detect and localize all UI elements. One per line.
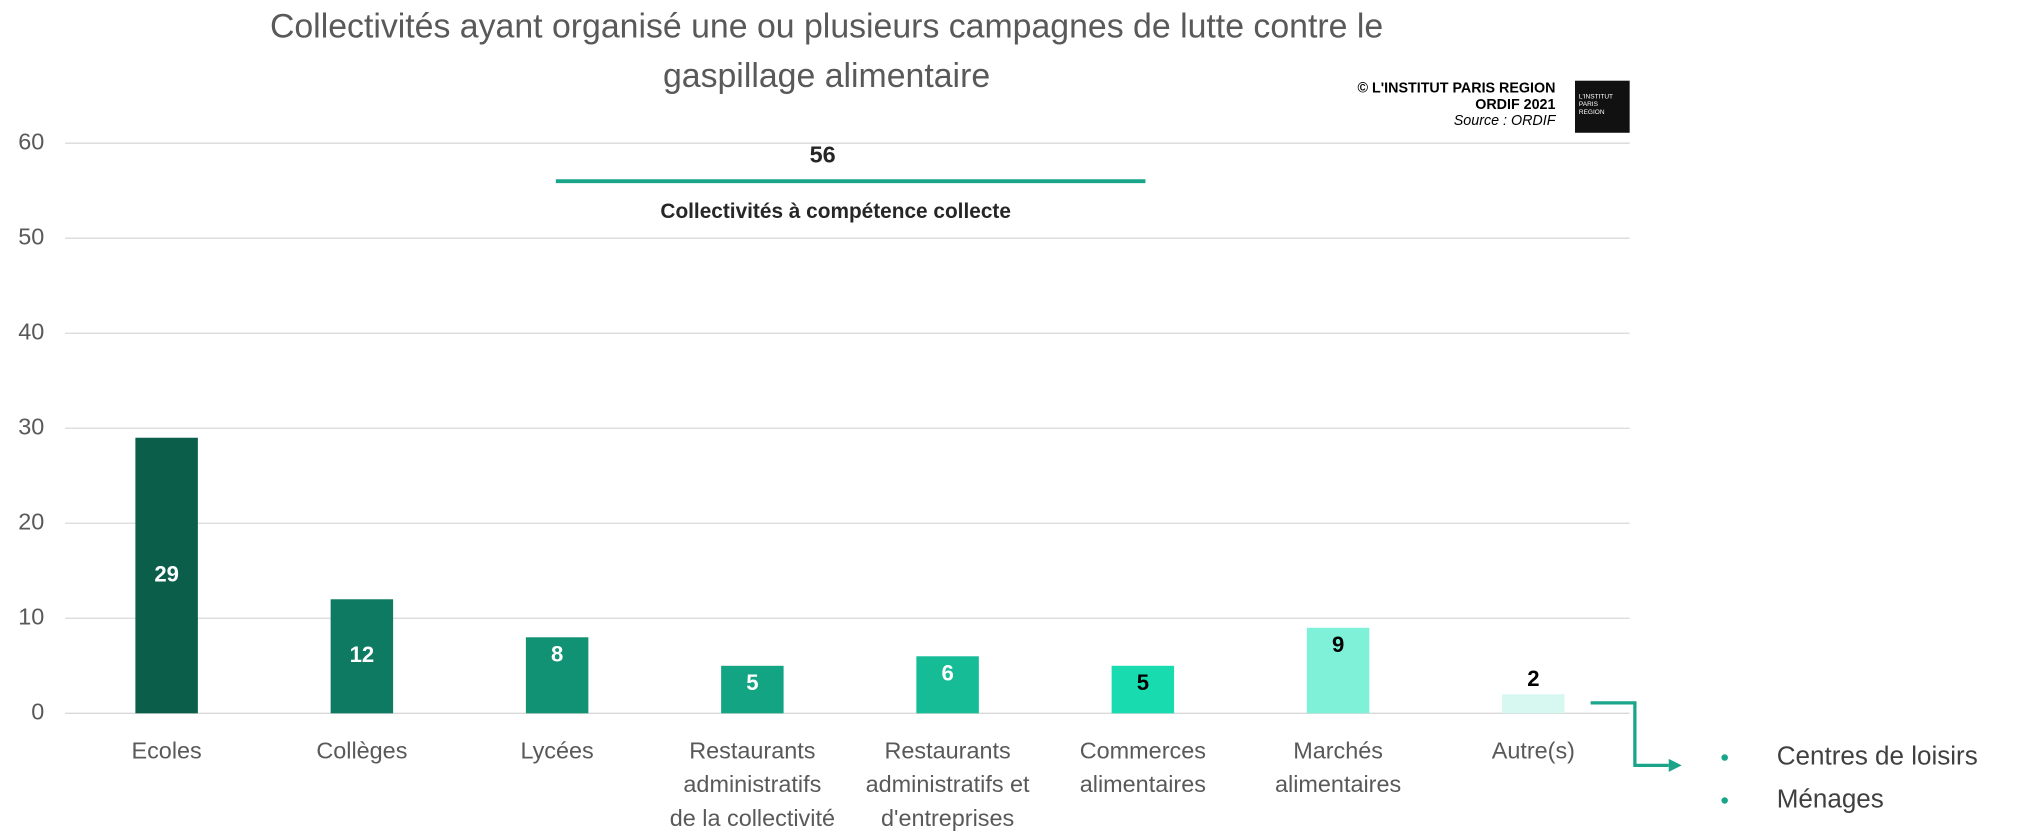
value-label: 5 — [746, 670, 758, 695]
bar — [1502, 694, 1565, 714]
y-tick-label: 0 — [31, 698, 44, 724]
bar — [1111, 665, 1175, 714]
connector — [1590, 701, 1669, 767]
x-tick-label: Marchés alimentaires — [1275, 738, 1401, 798]
x-tick-label: Collèges — [316, 738, 407, 764]
x-tick-label: Ecoles — [131, 738, 201, 764]
value-label: 5 — [1137, 670, 1149, 695]
y-tick-label: 30 — [18, 413, 44, 439]
bar — [330, 599, 394, 714]
value-label: 6 — [941, 660, 953, 685]
y-tick-label: 60 — [18, 128, 44, 154]
x-tick-label: Restaurants administratifs et d'entreprise… — [866, 738, 1030, 832]
arrow-head — [1668, 758, 1682, 772]
value-label: 12 — [350, 642, 375, 667]
value-label: 2 — [1527, 666, 1539, 691]
annotation: Ménages — [1777, 783, 1884, 813]
x-tick-label: Autre(s) — [1492, 738, 1575, 764]
y-tick-label: 50 — [18, 223, 44, 249]
annotation: Centres de loisirs — [1777, 740, 1978, 770]
bar — [916, 656, 979, 714]
reference-value: 56 — [810, 142, 836, 168]
logo-text: L'INSTITUT PARIS REGION — [1579, 93, 1613, 116]
bar — [135, 437, 198, 714]
bar — [721, 665, 784, 714]
y-tick-label: 20 — [18, 508, 44, 534]
chart-title: Collectivités ayant organisé une ou plus… — [270, 8, 1383, 95]
credit: © L'INSTITUT PARIS REGION — [1358, 80, 1556, 96]
bullet — [1721, 797, 1728, 804]
credit: Source : ORDIF — [1454, 113, 1557, 129]
value-label: 29 — [154, 561, 179, 586]
value-label: 8 — [551, 641, 563, 666]
bullet — [1721, 754, 1728, 761]
bar — [1306, 627, 1370, 714]
reference-label: Collectivités à compétence collecte — [660, 200, 1010, 223]
logo — [1574, 80, 1630, 133]
y-tick-label: 10 — [18, 603, 44, 629]
x-tick-label: Commerces alimentaires — [1080, 738, 1206, 798]
y-tick-label: 40 — [18, 318, 44, 344]
bar — [525, 637, 589, 714]
x-tick-label: Restaurants administratifs de la collectiv… — [670, 738, 835, 832]
credit: ORDIF 2021 — [1475, 97, 1555, 113]
x-tick-label: Lycées — [520, 738, 593, 764]
value-label: 9 — [1332, 632, 1344, 657]
